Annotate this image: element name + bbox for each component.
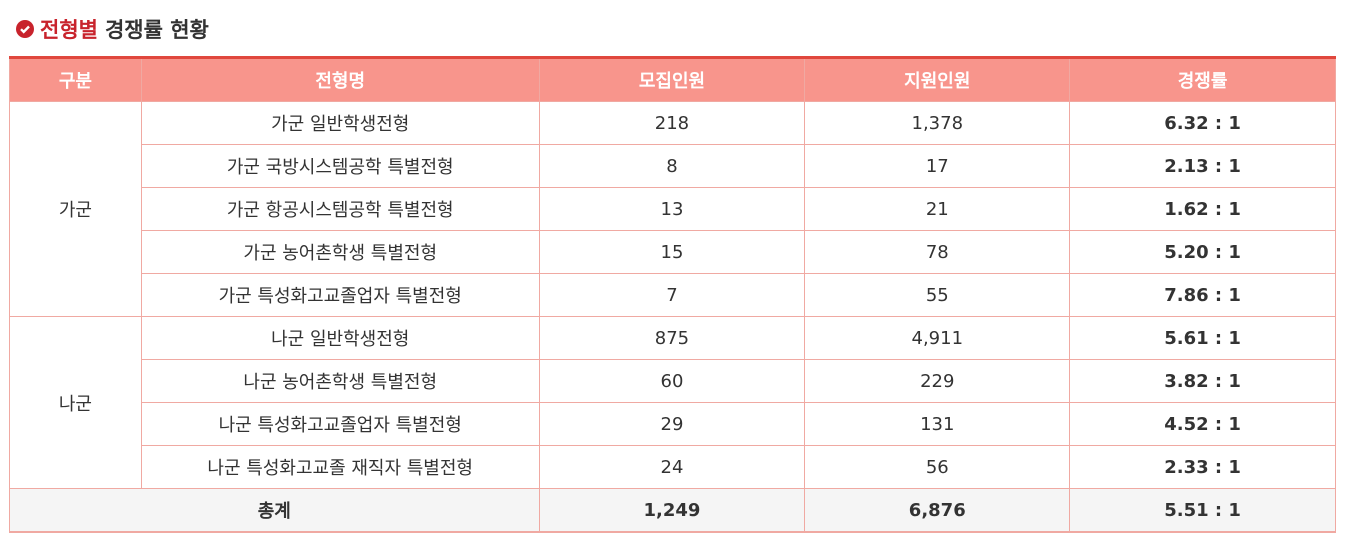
value-cell: 5.20 : 1 — [1069, 230, 1336, 274]
total-value: 1,249 — [538, 488, 806, 533]
value-cell: 21 — [804, 187, 1071, 231]
value-cell: 4.52 : 1 — [1069, 402, 1336, 446]
type-cell: 나군 특성화고교졸 재직자 특별전형 — [140, 445, 540, 489]
table-row: 나군 특성화고교졸 재직자 특별전형 24 56 2.33 : 1 — [10, 445, 1336, 489]
type-cell: 가군 일반학생전형 — [140, 101, 540, 145]
group-cell: 가군 — [9, 101, 142, 317]
type-cell: 나군 일반학생전형 — [140, 316, 540, 360]
value-cell: 6.32 : 1 — [1069, 101, 1336, 145]
competition-table: 구분 전형명 모집인원 지원인원 경쟁률 가군 가군 일반학생전형 218 1,378 6.32… — [9, 56, 1336, 533]
value-cell: 1.62 : 1 — [1069, 187, 1336, 231]
value-cell: 8 — [538, 144, 806, 188]
table-row: 가군 항공시스템공학 특별전형 13 21 1.62 : 1 — [10, 187, 1336, 231]
value-cell: 1,378 — [804, 101, 1071, 145]
type-cell: 나군 농어촌학생 특별전형 — [140, 359, 540, 403]
header-cell: 지원인원 — [804, 57, 1071, 102]
total-value: 6,876 — [804, 488, 1071, 533]
value-cell: 229 — [804, 359, 1071, 403]
table-body: 가군 가군 일반학생전형 218 1,378 6.32 : 1 가군 국방시스템공학 특별… — [9, 101, 1336, 533]
header-cell: 경쟁률 — [1069, 57, 1336, 102]
value-cell: 218 — [538, 101, 806, 145]
type-cell: 가군 항공시스템공학 특별전형 — [140, 187, 540, 231]
check-icon — [16, 20, 34, 38]
value-cell: 78 — [804, 230, 1071, 274]
type-cell: 가군 농어촌학생 특별전형 — [140, 230, 540, 274]
header-row: 구분 전형명 모집인원 지원인원 경쟁률 — [9, 57, 1336, 102]
value-cell: 55 — [804, 273, 1071, 317]
value-cell: 29 — [538, 402, 806, 446]
title-highlight: 전형별 — [40, 18, 98, 42]
section-title: 전형별 경쟁률 현황 — [16, 14, 209, 44]
value-cell: 5.61 : 1 — [1069, 316, 1336, 360]
table-row: 나군 농어촌학생 특별전형 60 229 3.82 : 1 — [10, 359, 1336, 403]
table-row: 나군 나군 일반학생전형 875 4,911 5.61 : 1 — [9, 316, 1336, 489]
total-label: 총계 — [9, 488, 540, 533]
value-cell: 13 — [538, 187, 806, 231]
table-row: 가군 가군 일반학생전형 218 1,378 6.32 : 1 — [9, 101, 1336, 317]
value-cell: 131 — [804, 402, 1071, 446]
type-cell: 나군 특성화고교졸업자 특별전형 — [140, 402, 540, 446]
total-row: 총계 1,249 6,876 5.51 : 1 — [9, 488, 1336, 533]
value-cell: 2.33 : 1 — [1069, 445, 1336, 489]
total-value: 5.51 : 1 — [1069, 488, 1336, 533]
value-cell: 7.86 : 1 — [1069, 273, 1336, 317]
table-row: 가군 국방시스템공학 특별전형 8 17 2.13 : 1 — [10, 144, 1336, 188]
value-cell: 3.82 : 1 — [1069, 359, 1336, 403]
header-cell: 모집인원 — [538, 57, 806, 102]
value-cell: 60 — [538, 359, 806, 403]
type-cell: 가군 국방시스템공학 특별전형 — [140, 144, 540, 188]
value-cell: 875 — [538, 316, 806, 360]
table-row: 가군 특성화고교졸업자 특별전형 7 55 7.86 : 1 — [10, 273, 1336, 317]
value-cell: 56 — [804, 445, 1071, 489]
value-cell: 2.13 : 1 — [1069, 144, 1336, 188]
header-cell: 구분 — [9, 57, 142, 102]
value-cell: 17 — [804, 144, 1071, 188]
value-cell: 15 — [538, 230, 806, 274]
header-cell: 전형명 — [140, 57, 540, 102]
value-cell: 7 — [538, 273, 806, 317]
type-cell: 가군 특성화고교졸업자 특별전형 — [140, 273, 540, 317]
value-cell: 24 — [538, 445, 806, 489]
title-rest: 경쟁률 현황 — [104, 18, 209, 42]
value-cell: 4,911 — [804, 316, 1071, 360]
table-row: 가군 농어촌학생 특별전형 15 78 5.20 : 1 — [10, 230, 1336, 274]
table-row: 나군 특성화고교졸업자 특별전형 29 131 4.52 : 1 — [10, 402, 1336, 446]
group-cell: 나군 — [9, 316, 142, 489]
